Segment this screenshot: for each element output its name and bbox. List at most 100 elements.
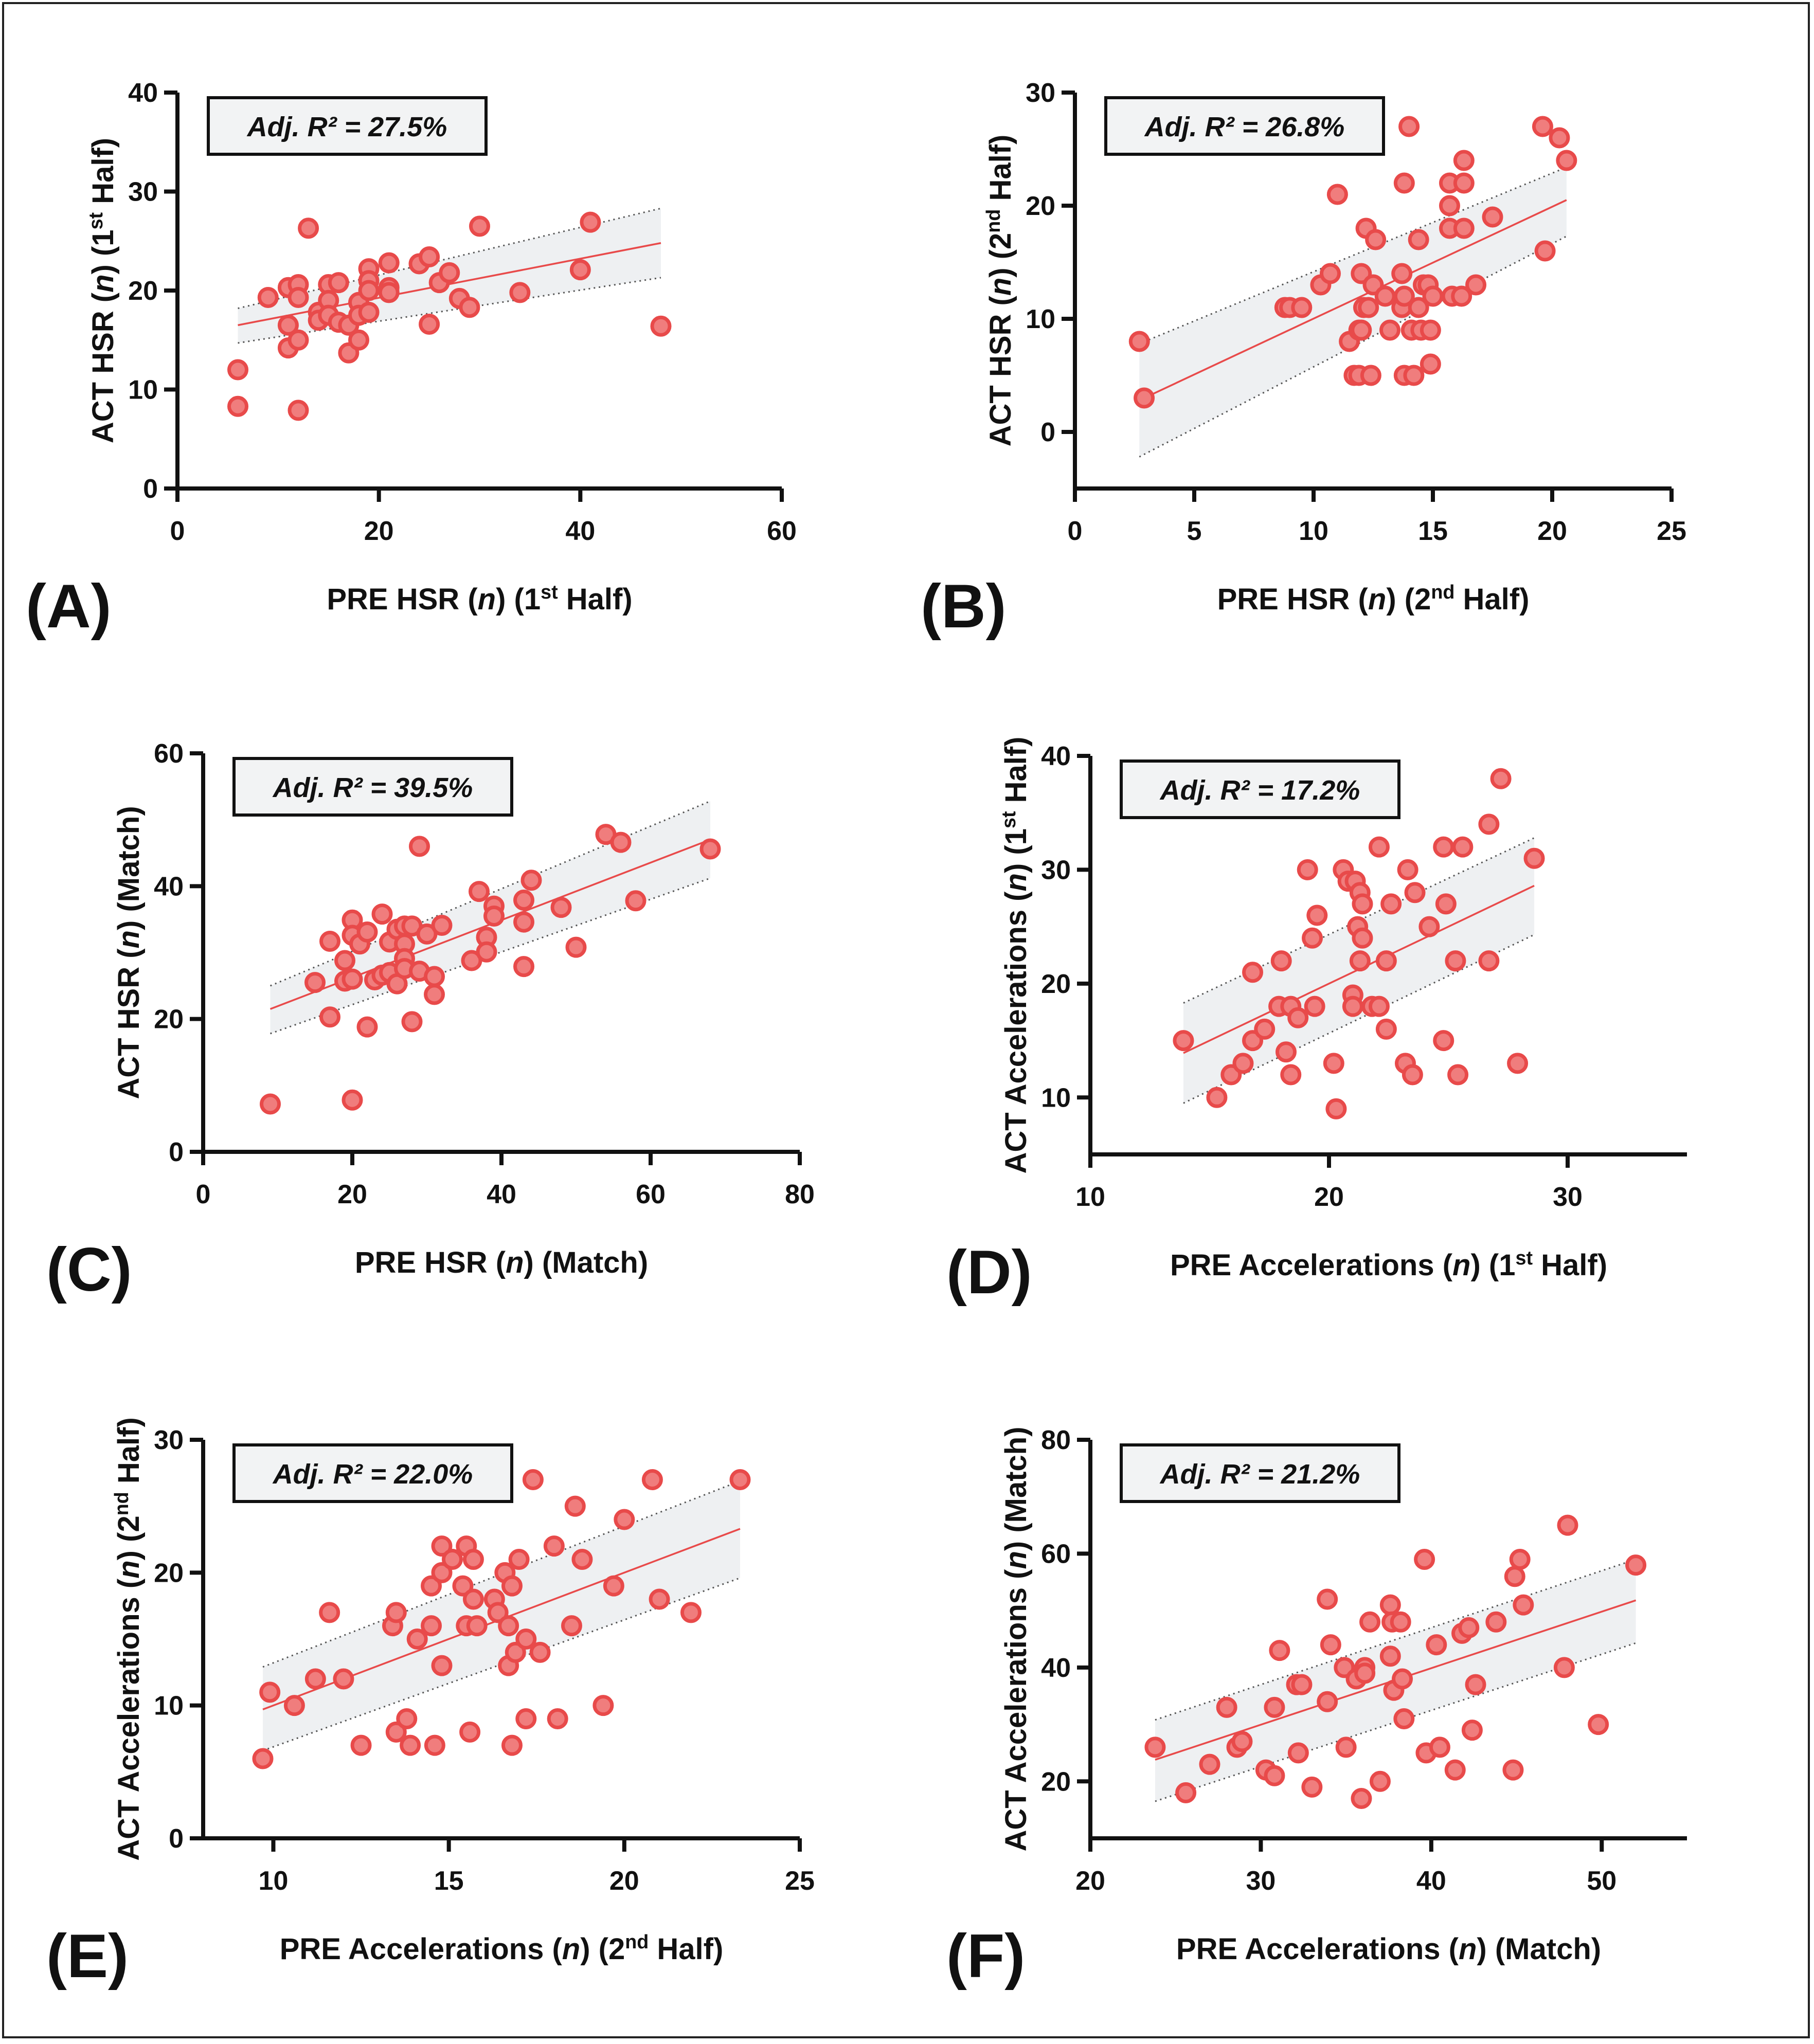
data-point	[543, 1535, 565, 1557]
data-point	[288, 286, 309, 308]
data-point	[409, 836, 430, 857]
y-tick-label: 10	[154, 1691, 184, 1721]
x-tick-label: 80	[785, 1180, 815, 1209]
data-point	[227, 395, 248, 417]
data-point	[419, 313, 440, 335]
data-point	[1379, 1645, 1401, 1667]
scatter-plot: 10 20 30 10 20 30 40 PRE Accelerations (n) (1st…	[946, 737, 1687, 1307]
x-tick-label: 10	[259, 1866, 289, 1896]
data-point	[614, 1509, 635, 1530]
data-point	[401, 1011, 423, 1033]
data-point	[564, 1495, 586, 1517]
data-point	[356, 1016, 378, 1038]
data-point	[580, 211, 601, 233]
data-point	[1242, 962, 1264, 983]
data-point	[1444, 1759, 1466, 1781]
data-point	[1439, 195, 1460, 216]
data-point	[565, 936, 587, 958]
data-point	[1351, 319, 1372, 341]
data-point	[1359, 1611, 1381, 1633]
data-point	[1418, 916, 1440, 937]
data-point	[1513, 1594, 1534, 1616]
ci-upper-line	[238, 207, 661, 310]
data-point	[469, 215, 490, 237]
scatter-plot: 0 20 40 60 80 0 20 40 60 PRE HSR (n) (Match) ACT H…	[46, 739, 815, 1304]
data-point	[358, 280, 380, 301]
x-tick-label: 20	[1537, 516, 1567, 546]
data-point	[385, 1721, 407, 1743]
data-point	[1375, 950, 1397, 972]
ci-lower-line	[270, 877, 711, 1035]
data-point	[1360, 365, 1381, 386]
data-point	[259, 1681, 281, 1703]
y-tick-label: 40	[1041, 1653, 1071, 1683]
data-point	[1358, 297, 1379, 318]
data-point	[1588, 1714, 1609, 1735]
data-point	[1232, 1053, 1254, 1074]
data-point	[1452, 836, 1474, 858]
y-tick-label: 20	[1041, 1767, 1071, 1797]
x-tick-label: 50	[1587, 1866, 1617, 1896]
x-tick-label: 0	[196, 1180, 211, 1209]
data-point	[424, 966, 445, 987]
x-tick-label: 10	[1075, 1182, 1105, 1212]
data-point	[319, 1006, 340, 1028]
y-axis-title: ACT Accelerations (n) (2nd Half)	[111, 1417, 146, 1861]
data-point	[1556, 150, 1577, 171]
data-point	[431, 915, 453, 936]
data-point	[1465, 1674, 1486, 1695]
data-point	[1287, 1007, 1309, 1028]
data-point	[649, 1588, 670, 1610]
data-point	[1264, 1765, 1285, 1786]
data-point	[319, 1602, 340, 1623]
data-point	[1426, 1634, 1447, 1656]
x-tick-label: 0	[1068, 516, 1083, 546]
x-tick-label: 30	[1246, 1866, 1276, 1896]
data-point	[508, 1549, 530, 1570]
data-point	[1433, 1030, 1454, 1052]
data-point	[416, 923, 438, 945]
data-point	[1319, 263, 1341, 284]
data-point	[1490, 768, 1512, 789]
y-tick-label: 0	[169, 1137, 184, 1167]
data-point	[641, 1469, 663, 1490]
x-tick-label: 60	[767, 516, 797, 546]
y-tick-label: 40	[154, 872, 184, 901]
data-point	[1549, 127, 1570, 149]
data-point	[400, 1734, 421, 1756]
data-point	[1374, 285, 1396, 307]
data-point	[319, 931, 340, 952]
r-squared-box	[232, 1443, 513, 1503]
data-point	[498, 1615, 519, 1637]
data-point	[610, 831, 632, 853]
data-point	[529, 1641, 551, 1663]
panel-label: (C)	[46, 1235, 132, 1304]
data-point	[1368, 996, 1390, 1017]
y-axis-title: ACT HSR (n) (1st Half)	[85, 138, 120, 443]
x-tick-label: 20	[1075, 1866, 1105, 1896]
data-point	[304, 1668, 326, 1690]
data-point	[469, 881, 490, 902]
scatter-panel-a: 0 20 40 60 0 10 20 30 40 PRE HSR (n) (1st Half) AC…	[26, 57, 905, 699]
data-point	[1453, 218, 1475, 239]
data-point	[487, 1602, 509, 1623]
y-tick-label: 20	[128, 276, 158, 306]
data-point	[520, 870, 542, 891]
panel-label: (A)	[26, 572, 112, 641]
data-point	[1254, 1018, 1276, 1040]
data-point	[569, 259, 591, 281]
data-point	[1557, 1514, 1578, 1536]
confidence-band	[1139, 167, 1567, 457]
y-tick-label: 10	[128, 375, 158, 405]
y-axis-title: ACT HSR (n) (2nd Half)	[982, 135, 1017, 447]
scatter-plot: 0 20 40 60 0 10 20 30 40 PRE HSR (n) (1st Half) AC…	[26, 78, 797, 641]
data-point	[1435, 893, 1457, 915]
data-point	[252, 1748, 274, 1769]
data-point	[421, 1615, 442, 1637]
x-tick-label: 10	[1299, 516, 1328, 546]
data-point	[1482, 206, 1503, 228]
data-point	[424, 984, 445, 1005]
x-tick-label: 60	[636, 1180, 666, 1209]
data-point	[439, 262, 460, 283]
data-point	[509, 282, 531, 303]
